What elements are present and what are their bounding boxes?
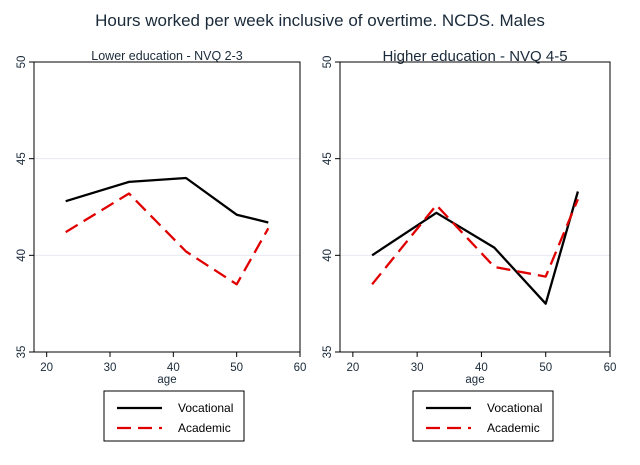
- panel2-xtick-label-4: 60: [604, 362, 617, 374]
- panel1-series-vocational-point-2: [184, 176, 188, 180]
- panel2-series-academic-line: [371, 198, 579, 286]
- panel1-x-axis-title: age: [157, 374, 176, 386]
- panel2-plot-frame: [339, 61, 611, 353]
- panel2-xtick-label-0: 20: [346, 362, 359, 374]
- panel1-xtick-label-4: 60: [294, 362, 307, 374]
- figure-title: Hours worked per week inclusive of overt…: [95, 11, 545, 30]
- panel1-legend-academic-label: Academic: [178, 421, 231, 435]
- panel2-ytick-label-2: 45: [322, 152, 334, 165]
- panel1-series-vocational-line: [65, 176, 269, 224]
- panel2-legend-vocational-label: Vocational: [487, 401, 542, 415]
- panel1-title: Lower education - NVQ 2-3: [91, 49, 243, 63]
- panel1-ytick-label-0: 35: [16, 346, 28, 359]
- panel2-series-academic-point-2: [492, 265, 496, 269]
- panel1-series-vocational-point-4: [266, 220, 270, 224]
- panel1-series-academic-point-3: [235, 282, 239, 286]
- panel1-series-vocational-point-0: [64, 199, 68, 203]
- panel2-xtick-label-3: 50: [539, 362, 552, 374]
- panel2-series-vocational-line: [371, 191, 580, 305]
- panel2-series-vocational-point-0: [370, 253, 374, 257]
- panel2-title: Higher education - NVQ 4-5: [382, 48, 567, 65]
- panel1-xtick-label-3: 50: [230, 362, 243, 374]
- panel2-legend-box: [412, 390, 554, 442]
- panel1-series-vocational-point-3: [235, 213, 239, 217]
- panel2-ytick-label-0: 35: [322, 346, 334, 359]
- panel2-xtick-label-2: 40: [475, 362, 488, 374]
- panel1-ytick-label-2: 45: [16, 152, 28, 165]
- panel2-xtick-label-1: 30: [411, 362, 424, 374]
- panel1-series-academic-point-1: [127, 191, 131, 195]
- panel2-ytick-label-1: 40: [322, 249, 334, 262]
- panel1-series-vocational-point-1: [127, 180, 131, 184]
- panel1-xtick-label-2: 40: [167, 362, 180, 374]
- panel2-series-vocational-point-1: [434, 211, 438, 215]
- panel1-series-academic-point-4: [266, 226, 270, 230]
- panel1-legend-vocational-label: Vocational: [178, 401, 233, 415]
- panel1-series-academic-point-2: [184, 249, 188, 253]
- panel2-ytick-label-3: 50: [322, 56, 334, 69]
- panel2-series-academic-point-4: [576, 197, 580, 201]
- panel2-x-axis-title: age: [465, 374, 484, 386]
- panel1-series-academic-line: [65, 192, 270, 286]
- panel2-series-vocational-point-4: [576, 190, 580, 194]
- panel1-plot-frame: [33, 61, 301, 353]
- panel2-series-vocational-point-3: [544, 302, 548, 306]
- panel1-xtick-label-0: 20: [40, 362, 53, 374]
- panel1-series-academic-point-0: [64, 230, 68, 234]
- panel2-legend-academic-label: Academic: [487, 421, 540, 435]
- panel2-series-vocational-point-2: [492, 246, 496, 250]
- panel2-series-academic-point-0: [370, 282, 374, 286]
- panel2-series-academic-point-1: [434, 203, 438, 207]
- panel1-xtick-label-1: 30: [104, 362, 117, 374]
- panel1-legend-box: [103, 390, 245, 442]
- panel2-series-academic-point-3: [544, 275, 548, 279]
- panel1-ytick-label-3: 50: [16, 56, 28, 69]
- panel1-ytick-label-1: 40: [16, 249, 28, 262]
